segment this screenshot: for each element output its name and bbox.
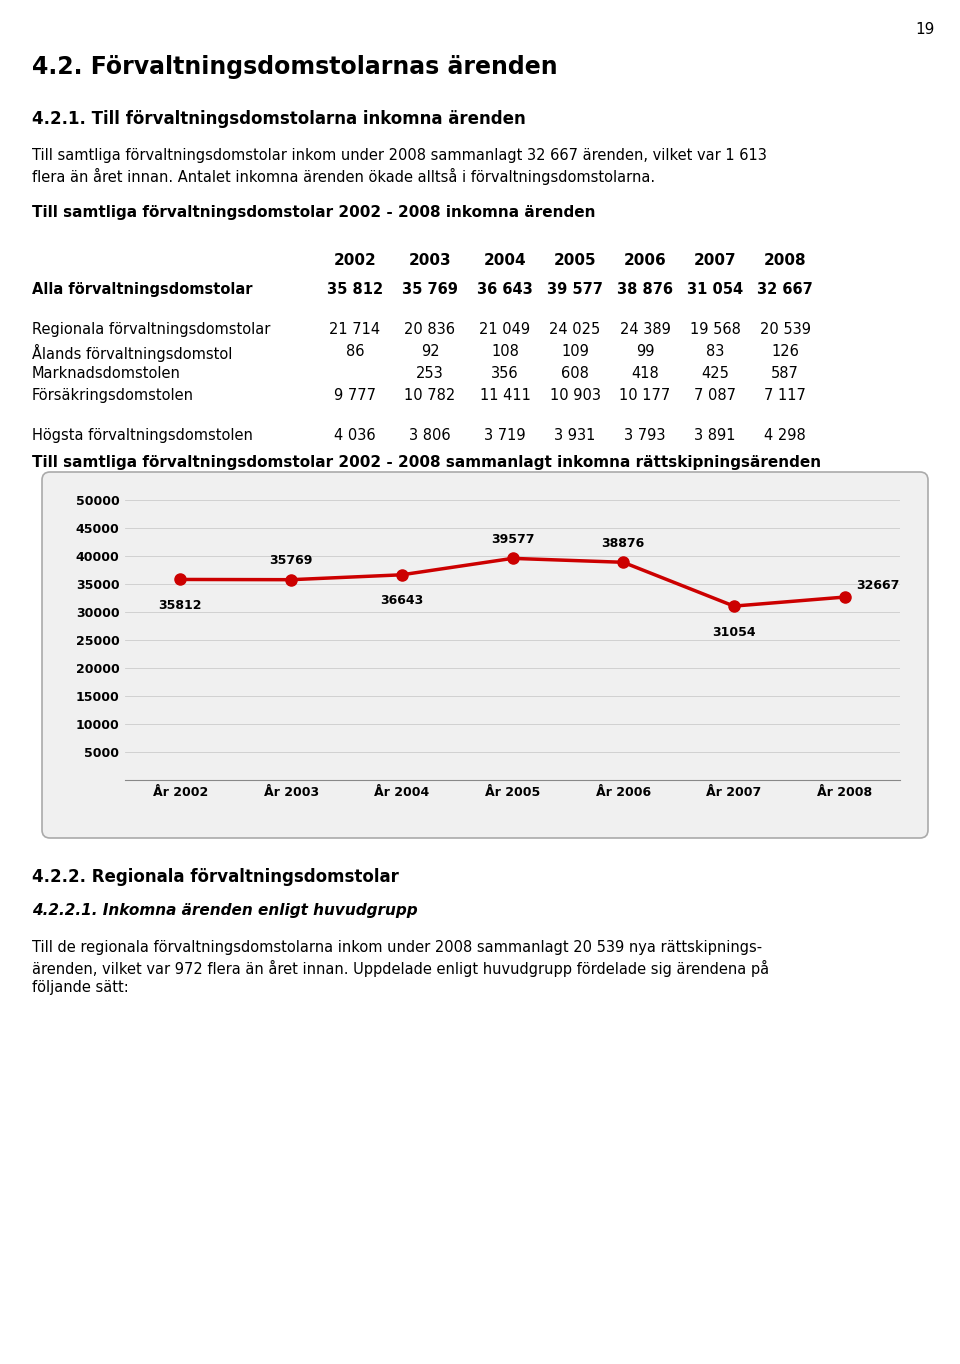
Text: 86: 86 — [346, 344, 364, 359]
Text: 35812: 35812 — [158, 599, 203, 612]
Text: 83: 83 — [706, 344, 724, 359]
Text: 20 539: 20 539 — [759, 322, 810, 337]
Text: 35 769: 35 769 — [402, 282, 458, 297]
Text: Till samtliga förvaltningsdomstolar 2002 - 2008 inkomna ärenden: Till samtliga förvaltningsdomstolar 2002… — [32, 205, 595, 220]
Text: 10 782: 10 782 — [404, 387, 456, 402]
Text: 10 177: 10 177 — [619, 387, 671, 402]
Text: 4.2.2. Regionala förvaltningsdomstolar: 4.2.2. Regionala förvaltningsdomstolar — [32, 868, 398, 887]
Text: 2002: 2002 — [334, 252, 376, 267]
Text: Högsta förvaltningsdomstolen: Högsta förvaltningsdomstolen — [32, 428, 252, 443]
Text: 253: 253 — [416, 366, 444, 381]
Text: 608: 608 — [561, 366, 588, 381]
Text: 31054: 31054 — [712, 626, 756, 638]
Text: 38876: 38876 — [602, 537, 645, 550]
Text: 2006: 2006 — [624, 252, 666, 267]
Text: 4.2. Förvaltningsdomstolarnas ärenden: 4.2. Förvaltningsdomstolarnas ärenden — [32, 55, 558, 79]
Text: 7 117: 7 117 — [764, 387, 806, 402]
Text: 24 389: 24 389 — [619, 322, 670, 337]
Text: 3 793: 3 793 — [624, 428, 665, 443]
Text: Till samtliga förvaltningsdomstolar inkom under 2008 sammanlagt 32 667 ärenden, : Till samtliga förvaltningsdomstolar inko… — [32, 149, 767, 164]
Text: 3 719: 3 719 — [484, 428, 526, 443]
Text: ärenden, vilket var 972 flera än året innan. Uppdelade enligt huvudgrupp fördela: ärenden, vilket var 972 flera än året in… — [32, 960, 769, 977]
Text: 356: 356 — [492, 366, 518, 381]
Text: 35769: 35769 — [270, 554, 313, 567]
Text: 2008: 2008 — [764, 252, 806, 267]
Text: 108: 108 — [492, 344, 519, 359]
Text: 21 049: 21 049 — [479, 322, 531, 337]
Text: 31 054: 31 054 — [687, 282, 743, 297]
Text: 36 643: 36 643 — [477, 282, 533, 297]
Text: Försäkringsdomstolen: Försäkringsdomstolen — [32, 387, 194, 402]
Text: Till samtliga förvaltningsdomstolar 2002 - 2008 sammanlagt inkomna rättskipnings: Till samtliga förvaltningsdomstolar 2002… — [32, 456, 821, 471]
Text: 126: 126 — [771, 344, 799, 359]
Text: 3 806: 3 806 — [409, 428, 451, 443]
Text: 2004: 2004 — [484, 252, 526, 267]
Text: 39577: 39577 — [491, 533, 535, 546]
Text: 4.2.1. Till förvaltningsdomstolarna inkomna ärenden: 4.2.1. Till förvaltningsdomstolarna inko… — [32, 110, 526, 128]
Text: Marknadsdomstolen: Marknadsdomstolen — [32, 366, 180, 381]
Text: 20 836: 20 836 — [404, 322, 455, 337]
Text: 3 931: 3 931 — [554, 428, 596, 443]
Text: 32667: 32667 — [855, 578, 900, 592]
Text: 109: 109 — [561, 344, 588, 359]
Text: 587: 587 — [771, 366, 799, 381]
Text: Ålands förvaltningsdomstol: Ålands förvaltningsdomstol — [32, 344, 232, 361]
Text: 92: 92 — [420, 344, 440, 359]
Text: 2007: 2007 — [694, 252, 736, 267]
Text: 11 411: 11 411 — [480, 387, 531, 402]
Text: 35 812: 35 812 — [327, 282, 383, 297]
Text: 2003: 2003 — [409, 252, 451, 267]
Text: flera än året innan. Antalet inkomna ärenden ökade alltså i förvaltningsdomstola: flera än året innan. Antalet inkomna äre… — [32, 168, 655, 186]
Text: 4 036: 4 036 — [334, 428, 375, 443]
Text: 425: 425 — [701, 366, 729, 381]
Text: 36643: 36643 — [380, 595, 423, 607]
FancyBboxPatch shape — [42, 472, 928, 837]
Text: 21 714: 21 714 — [329, 322, 380, 337]
Text: 2005: 2005 — [554, 252, 596, 267]
Text: 19: 19 — [915, 22, 934, 37]
Text: 99: 99 — [636, 344, 655, 359]
Text: Till de regionala förvaltningsdomstolarna inkom under 2008 sammanlagt 20 539 nya: Till de regionala förvaltningsdomstolarn… — [32, 940, 762, 955]
Text: 3 891: 3 891 — [694, 428, 735, 443]
Text: Alla förvaltningsdomstolar: Alla förvaltningsdomstolar — [32, 282, 252, 297]
Text: 39 577: 39 577 — [547, 282, 603, 297]
Text: 4 298: 4 298 — [764, 428, 805, 443]
Text: 38 876: 38 876 — [617, 282, 673, 297]
Text: Regionala förvaltningsdomstolar: Regionala förvaltningsdomstolar — [32, 322, 271, 337]
Text: 19 568: 19 568 — [689, 322, 740, 337]
Text: 32 667: 32 667 — [757, 282, 813, 297]
Text: 4.2.2.1. Inkomna ärenden enligt huvudgrupp: 4.2.2.1. Inkomna ärenden enligt huvudgru… — [32, 903, 418, 918]
Text: 418: 418 — [631, 366, 659, 381]
Text: följande sätt:: följande sätt: — [32, 979, 129, 994]
Text: 7 087: 7 087 — [694, 387, 736, 402]
Text: 9 777: 9 777 — [334, 387, 376, 402]
Text: 10 903: 10 903 — [549, 387, 601, 402]
Text: 24 025: 24 025 — [549, 322, 601, 337]
